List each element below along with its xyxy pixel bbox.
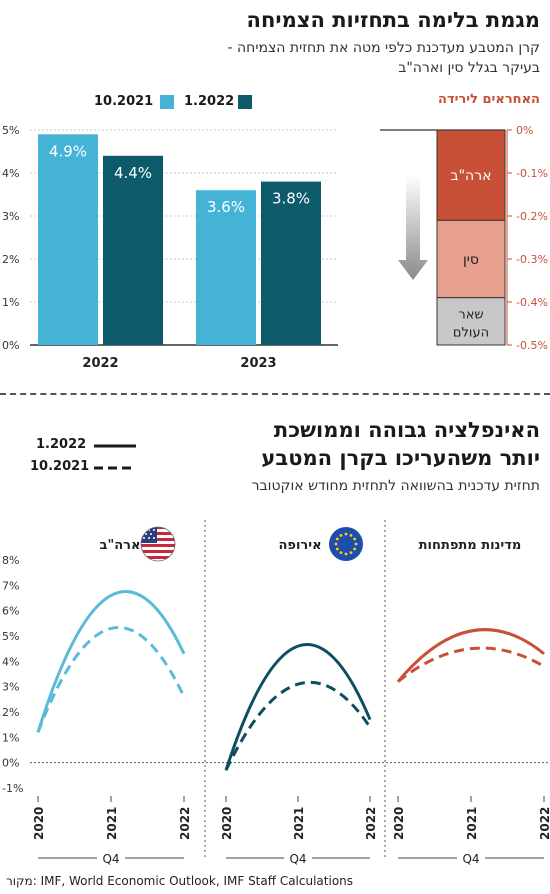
stack-y-tick-label: 0%	[516, 124, 533, 137]
eu-star	[353, 537, 357, 541]
legend-label-10-2021: 10.2021	[94, 94, 154, 109]
stack-segment	[436, 219, 506, 299]
line-x-tick-label: 2020	[220, 807, 234, 840]
eu-star	[349, 533, 353, 537]
line-y-tick-label: 6%	[2, 605, 19, 618]
eu-star	[335, 537, 339, 541]
bar-value-label: 3.8%	[272, 190, 310, 208]
section1-subtitle-line2: בעיקר בגלל סין וארה"ב	[398, 60, 540, 76]
eu-star	[339, 533, 343, 537]
legend2-label-solid: 1.2022	[36, 437, 87, 452]
contribution-stacked-chart: 0% -0.1% -0.2% -0.3% -0.4% -0.5% ארה"ב סין שאר הע…	[380, 124, 548, 352]
stack-segment-label: סין	[463, 252, 479, 268]
line-x-tick-label: 2022	[538, 807, 550, 840]
stack-y-tick-label: -0.1%	[516, 167, 548, 180]
bar	[261, 181, 321, 345]
panel-title: אירופה	[278, 538, 321, 553]
q4-label: Q4	[462, 852, 479, 865]
line-y-tick-label: 2%	[2, 706, 19, 719]
line-y-tick-label: 5%	[2, 630, 19, 643]
section-divider	[0, 393, 550, 395]
bar-x-tick-label: 2022	[82, 356, 118, 371]
line-x-tick-label: 2021	[465, 807, 479, 840]
inflation-line-dashed	[397, 646, 545, 683]
stack-segment-label: ארה"ב	[451, 168, 492, 184]
stack-segment-label: שאר	[458, 307, 483, 322]
section1-subtitle-line1: קרן המטבע מעדכנת כלפי מטה את תחזית הצמיח…	[227, 40, 540, 56]
stack-segment-label: העולם	[453, 325, 489, 340]
down-arrow-icon	[398, 175, 428, 280]
eu-star	[339, 551, 343, 555]
line-y-tick-label: 0%	[2, 757, 19, 770]
stack-y-tick-label: -0.3%	[516, 253, 548, 266]
line-y-tick-label: 4%	[2, 655, 19, 668]
bar	[196, 190, 256, 345]
line-x-tick-label: 2022	[178, 807, 192, 840]
legend2-dashed-line	[94, 466, 136, 470]
section1-title: מגמת בלימה בתחזיות הצמיחה	[246, 8, 540, 32]
section2-subtitle: תחזית עדכנית בהשוואה לתחזית מחודש אוקטוב…	[251, 478, 540, 494]
line-y-tick-label: 1%	[2, 731, 19, 744]
section2-title-line1: האינפלציה גבוהה וממושכת	[273, 418, 540, 442]
stack-segment	[436, 297, 506, 346]
legend-label-1-2022: 1.2022	[184, 94, 235, 109]
us-flag-icon	[140, 526, 176, 562]
legend-swatch-10-2021	[160, 95, 174, 109]
eu-star	[334, 542, 338, 546]
stack-y-tick-label: -0.5%	[516, 339, 548, 352]
stack-segment	[436, 129, 506, 221]
inflation-line-solid	[224, 643, 372, 771]
inflation-line-dashed	[224, 680, 372, 771]
bar-y-tick-label: 4%	[2, 167, 19, 180]
line-x-tick-label: 2021	[105, 807, 119, 840]
bar-y-tick-label: 0%	[2, 339, 19, 352]
legend-swatch-1-2022	[238, 95, 252, 109]
bar-value-label: 4.4%	[114, 164, 152, 182]
q4-label: Q4	[102, 852, 119, 865]
bar	[103, 155, 163, 345]
q4-label-bg	[457, 849, 485, 865]
line-x-tick-label: 2022	[364, 807, 378, 840]
q4-label-bg	[284, 849, 312, 865]
stack-y-tick-label: -0.2%	[516, 210, 548, 223]
bar-y-tick-label: 5%	[2, 124, 19, 137]
panel-title: מדינות מתפתחות	[419, 538, 522, 553]
source-text: מקור: IMF, World Economic Outlook, IMF S…	[6, 874, 354, 888]
line-y-tick-label: -1%	[2, 782, 23, 795]
line-y-tick-label: 3%	[2, 681, 19, 694]
bar-value-label: 4.9%	[49, 142, 87, 160]
section2-title-line2: יותר משהעריכו בקרן המטבע	[261, 446, 540, 470]
bar-y-tick-label: 1%	[2, 296, 19, 309]
bar-value-label: 3.6%	[207, 198, 245, 216]
stack-y-tick-label: -0.4%	[516, 296, 548, 309]
line-x-tick-label: 2020	[32, 807, 46, 840]
inflation-line-charts: -1% 0% 1% 2% 3% 4% 5% 6% 7% 8% ארה"ב 2020 2021 2022 Q4…	[2, 520, 550, 865]
responsible-label: האחראים לירידה	[438, 92, 540, 107]
q4-label: Q4	[289, 852, 306, 865]
eu-star	[344, 552, 348, 556]
bar-y-tick-label: 2%	[2, 253, 19, 266]
eu-star	[344, 532, 348, 536]
inflation-line-solid	[36, 590, 186, 733]
growth-bar-chart: 0% 1% 2% 3% 4% 5% 4.9% 4.4% 2022 3.6% 3.8% 2023	[2, 124, 338, 371]
inflation-line-solid	[396, 628, 545, 683]
bar-x-tick-label: 2023	[240, 356, 276, 371]
q4-label-bg	[97, 849, 125, 865]
inflation-line-dashed	[36, 626, 186, 733]
bar	[38, 134, 98, 345]
line-x-tick-label: 2020	[392, 807, 406, 840]
line-x-tick-label: 2021	[292, 807, 306, 840]
legend2-label-dashed: 10.2021	[30, 459, 90, 474]
line-y-tick-label: 8%	[2, 554, 19, 567]
line-y-tick-label: 7%	[2, 579, 19, 592]
eu-star	[335, 547, 339, 551]
panel-title: ארה"ב	[100, 538, 141, 553]
eu-star	[349, 551, 353, 555]
bar-y-tick-label: 3%	[2, 210, 19, 223]
legend2-solid-line	[94, 444, 136, 448]
eu-star	[354, 542, 358, 546]
eu-flag-icon	[329, 527, 363, 561]
eu-star	[353, 547, 357, 551]
